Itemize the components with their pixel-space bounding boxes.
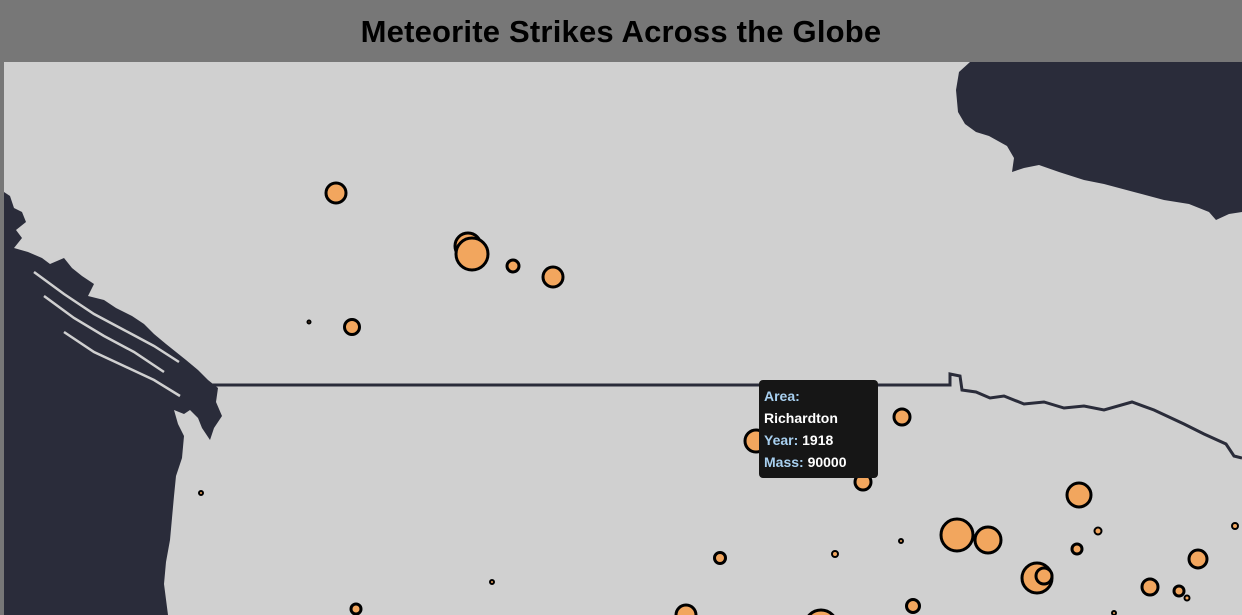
meteorite-marker[interactable]	[324, 181, 348, 205]
meteorite-marker[interactable]	[343, 318, 361, 336]
tooltip-area-value: Richardton	[764, 410, 838, 426]
tooltip-year-row: Year: 1918	[764, 429, 873, 451]
meteorite-marker[interactable]	[1140, 577, 1160, 597]
meteorite-marker[interactable]	[973, 525, 1003, 555]
meteorite-marker[interactable]	[198, 490, 204, 496]
meteorite-marker[interactable]	[489, 579, 495, 585]
meteorite-marker[interactable]	[306, 319, 312, 325]
border-us-canada	[209, 372, 1242, 460]
meteorite-marker[interactable]	[505, 258, 521, 274]
tooltip-year-label: Year:	[764, 432, 799, 448]
meteorite-marker[interactable]	[1111, 610, 1117, 615]
world-map[interactable]	[4, 62, 1242, 615]
meteorite-marker[interactable]	[1187, 548, 1209, 570]
meteorite-marker[interactable]	[905, 598, 921, 614]
meteorite-marker[interactable]	[898, 538, 904, 544]
meteorite-marker[interactable]	[1172, 584, 1186, 598]
meteorite-marker[interactable]	[1183, 594, 1191, 602]
meteorite-marker[interactable]	[831, 550, 839, 558]
tooltip-mass-label: Mass:	[764, 454, 804, 470]
map-container[interactable]: Area: Richardton Year: 1918 Mass: 90000	[4, 62, 1242, 615]
tooltip-area-label: Area:	[764, 388, 800, 404]
meteorite-marker[interactable]	[1070, 542, 1084, 556]
tooltip-area-row: Area: Richardton	[764, 385, 873, 429]
meteorite-marker[interactable]	[1034, 566, 1054, 586]
tooltip-year-value: 1918	[802, 432, 834, 448]
page-title: Meteorite Strikes Across the Globe	[360, 14, 882, 49]
meteorite-marker[interactable]	[349, 602, 363, 615]
header-bar: Meteorite Strikes Across the Globe	[0, 0, 1242, 62]
meteorite-marker[interactable]	[454, 236, 490, 272]
meteorite-marker[interactable]	[713, 551, 727, 565]
landmass-pacific-coast	[4, 192, 222, 615]
landmass-hudson	[956, 62, 1242, 220]
meteorite-marker[interactable]	[541, 265, 565, 289]
meteorite-marker[interactable]	[939, 517, 975, 553]
tooltip-mass-value: 90000	[807, 454, 847, 470]
meteorite-marker[interactable]	[892, 407, 912, 427]
meteorite-marker[interactable]	[1093, 526, 1103, 536]
coast-inlets	[33, 270, 181, 398]
tooltip-mass-row: Mass: 90000	[764, 451, 873, 473]
meteorite-marker[interactable]	[805, 608, 837, 615]
meteorite-tooltip: Area: Richardton Year: 1918 Mass: 90000	[759, 380, 878, 478]
meteorite-marker[interactable]	[1231, 522, 1239, 530]
meteorite-marker[interactable]	[674, 603, 698, 615]
meteorite-marker[interactable]	[1065, 481, 1093, 509]
